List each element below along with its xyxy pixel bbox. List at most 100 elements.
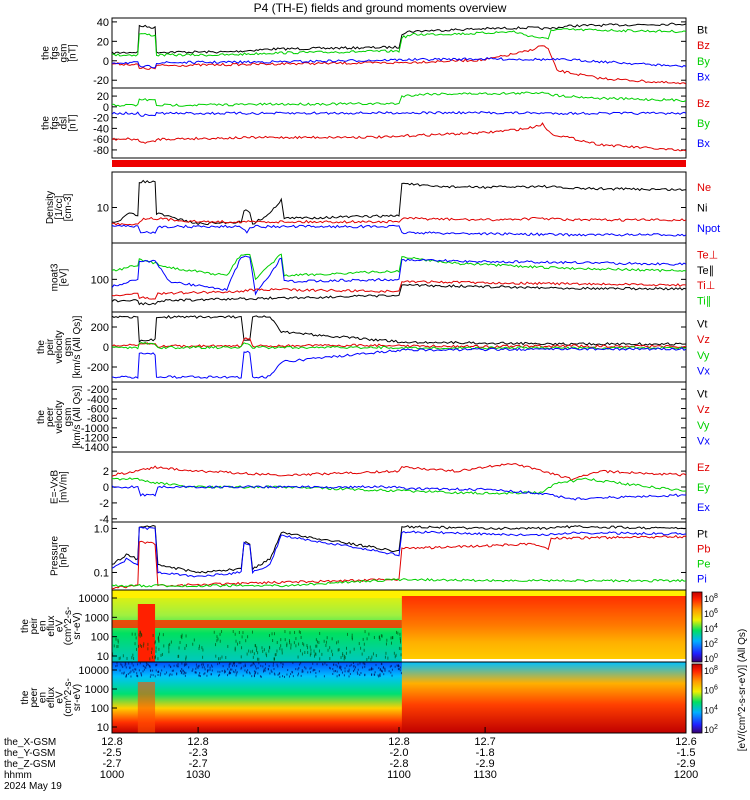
- spectrogram-pixel: [169, 673, 171, 676]
- spectrogram-pixel: [241, 666, 243, 669]
- spectrogram-pixel: [364, 663, 366, 666]
- spectrogram-pixel: [125, 663, 127, 666]
- y-tick-label: -200: [87, 362, 109, 374]
- spectrogram-pixel: [283, 675, 285, 678]
- spectrogram-pixel: [353, 664, 355, 667]
- spectrogram-pixel: [140, 673, 142, 676]
- spectrogram-pixel: [207, 669, 209, 672]
- spectrogram-pixel: [129, 671, 131, 674]
- spectrogram-pixel: [234, 671, 236, 674]
- y-tick-label: 20: [97, 91, 109, 103]
- spectrogram-pixel: [370, 657, 372, 661]
- spectrogram-peer-en-eflux: 10000 1000 100 10 thepeerenefluxeV(cm^2-s-sr…: [20, 661, 687, 734]
- spectrogram-pixel: [131, 662, 133, 665]
- spectrogram-pixel: [183, 664, 185, 667]
- spectrogram-pixel: [393, 651, 395, 655]
- spectrogram-pixel: [264, 667, 266, 670]
- y-tick-label: 0.1: [94, 567, 109, 579]
- legend-Pi: Pi: [697, 574, 707, 586]
- time-axis: the_X-GSM 12.8 12.8 12.8 12.7 12.6 the_Y-GSM -2…: [4, 727, 698, 792]
- spectrogram-pixel: [195, 667, 197, 670]
- spectrogram-pixel: [141, 674, 143, 677]
- spectrogram-pixel: [333, 663, 335, 666]
- y-tick-label: 100: [91, 703, 109, 715]
- orbit-row-value: -2.0: [390, 747, 409, 759]
- spectrogram-pixel: [244, 664, 246, 667]
- spectrogram-pixel: [271, 632, 273, 636]
- spectrogram-pixel: [116, 662, 118, 665]
- colorbar-tick-label: 108: [704, 593, 718, 604]
- spectrogram-pixel: [360, 646, 362, 650]
- spectrogram-pixel: [185, 644, 187, 648]
- y-tick-label: 0: [103, 342, 109, 354]
- y-tick-label: 10000: [78, 665, 109, 677]
- spectrogram-pixel: [384, 669, 386, 672]
- series-Bx: [112, 56, 686, 69]
- spectrogram-pixel: [357, 673, 359, 676]
- spectrogram-pixel: [262, 649, 264, 653]
- spectrogram-pixel: [257, 651, 259, 655]
- spectrogram-pixel: [337, 648, 339, 652]
- spectrogram-pixel: [234, 632, 236, 636]
- spectrogram-pixel: [145, 664, 147, 667]
- spectrogram-pixel: [331, 637, 333, 641]
- spectrogram-pixel: [160, 672, 162, 675]
- spectrogram-pixel: [248, 649, 250, 653]
- y-tick-label: -1000: [81, 423, 109, 435]
- spectrogram-pixel: [202, 664, 204, 667]
- spectrogram-pixel: [202, 662, 204, 665]
- spectrogram-pixel: [288, 639, 290, 643]
- y-tick-label: -4: [99, 514, 109, 526]
- spectrogram-pixel: [359, 662, 361, 665]
- spectrogram-pixel: [233, 662, 235, 665]
- spectrogram-pixel: [279, 675, 281, 678]
- spectrogram-pixel: [117, 640, 119, 644]
- spectrogram-pixel: [129, 666, 131, 669]
- series-Ez: [112, 463, 686, 481]
- spectrogram-pixel: [379, 668, 381, 671]
- spectrogram-pixel: [346, 646, 348, 650]
- spectrogram-pixel: [382, 666, 384, 669]
- spectrogram-pixel: [161, 652, 163, 656]
- spectrogram-pixel: [362, 666, 364, 669]
- spectrogram-pixel: [122, 666, 124, 669]
- spectrogram-pixel: [235, 674, 237, 677]
- spectrogram-pixel: [139, 643, 141, 647]
- spectrogram-pixel: [272, 662, 274, 665]
- spectrogram-pixel: [154, 655, 156, 659]
- orbit-row-value: -2.7: [189, 758, 208, 770]
- legend-Pe: Pe: [697, 559, 710, 571]
- spectrogram-pixel: [315, 671, 317, 674]
- spectrogram-pixel: [274, 673, 276, 676]
- spectrogram-pixel: [353, 647, 355, 651]
- spectrogram-pixel: [150, 651, 152, 655]
- orbit-row-value: -2.5: [103, 747, 122, 759]
- series-Bx: [112, 110, 686, 117]
- spectrogram-pixel: [399, 669, 401, 672]
- spectrogram-burst: [137, 604, 156, 662]
- spectrogram-pixel: [149, 669, 151, 672]
- spectrogram-pixel: [160, 653, 162, 657]
- spectrogram-pixel: [263, 670, 265, 673]
- y-tick-label: 100: [91, 632, 109, 644]
- spectrogram-pixel: [232, 670, 234, 673]
- spectrogram-pixel: [315, 644, 317, 648]
- spectrogram-pixel: [304, 666, 306, 669]
- spectrogram-pixel: [198, 647, 200, 651]
- spectrogram-pixel: [300, 674, 302, 677]
- spectrogram-pixel: [315, 638, 317, 642]
- spectrogram-pixel: [305, 667, 307, 670]
- colorbar-strip: [691, 663, 703, 734]
- spectrogram-pixel: [125, 675, 127, 678]
- spectrogram-pixel: [163, 665, 165, 668]
- spectrogram-pixel: [137, 663, 139, 666]
- spectrogram-pixel: [318, 670, 320, 673]
- spectrogram-pixel: [280, 644, 282, 648]
- panel-peir-velocity: thepeirvelocitygsm[km/s (All Qs)] 200 0 -20…: [36, 311, 710, 383]
- y-tick-label: 1.0: [94, 523, 109, 535]
- spectrogram-pixel: [177, 654, 179, 658]
- spectrogram-pixel: [112, 653, 114, 657]
- spectrogram-pixel: [297, 674, 299, 677]
- orbit-row-value: -1.8: [476, 747, 495, 759]
- spectrogram-pixel: [157, 673, 159, 676]
